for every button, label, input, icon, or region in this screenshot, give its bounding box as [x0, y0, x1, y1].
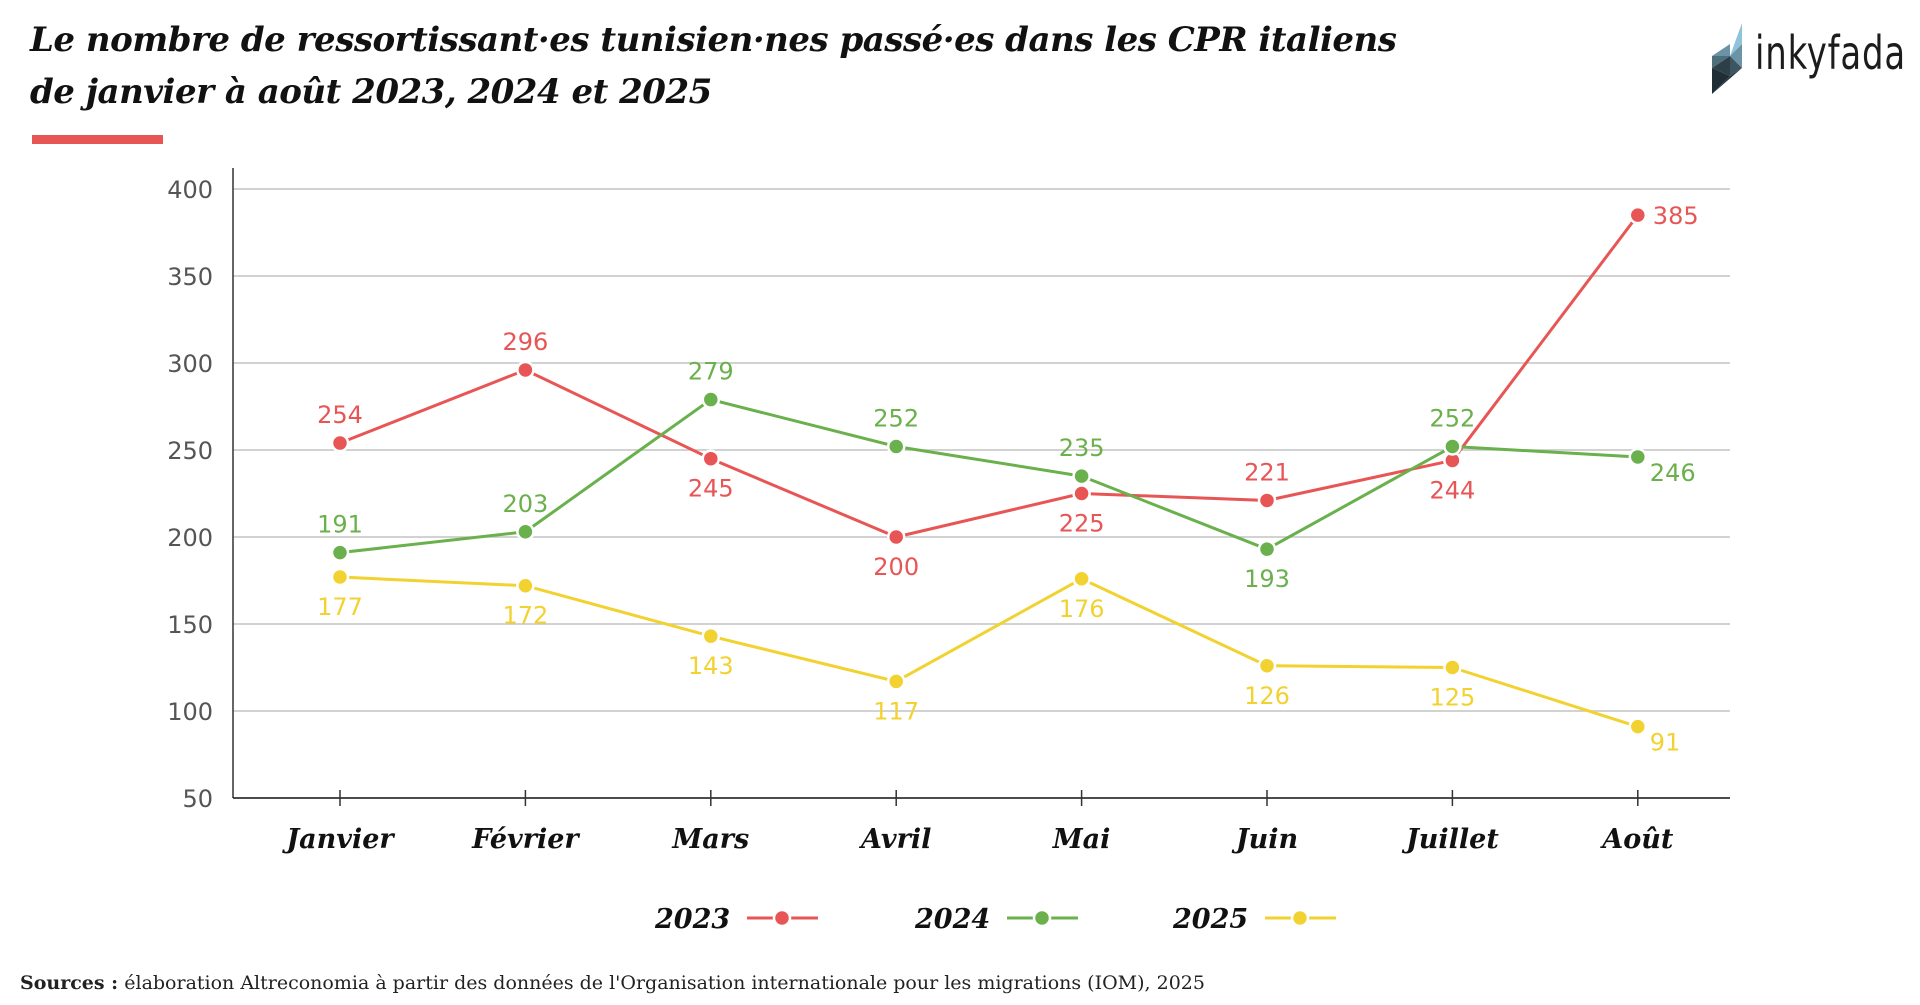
x-tick-label: Février	[471, 824, 580, 855]
data-point-2023	[701, 449, 721, 468]
data-point-2023	[886, 527, 906, 547]
data-label-2023: 200	[873, 553, 919, 581]
data-label-2023: 254	[317, 401, 363, 429]
data-point-2025	[330, 567, 350, 587]
chart-title: Le nombre de ressortissant·es tunisien·n…	[30, 14, 1397, 118]
data-point-2025	[701, 626, 721, 646]
data-point-2024	[1072, 466, 1091, 486]
legend-label-2025: 2025	[1172, 904, 1248, 935]
data-label-2025: 176	[1059, 595, 1105, 623]
y-tick-label: 150	[167, 611, 213, 639]
line-chart: 50 100 150 200 250 300 350 400 Janvier Février Mar…	[167, 168, 1730, 935]
data-point-2025	[1072, 569, 1091, 589]
data-label-2024: 252	[873, 405, 919, 433]
x-tick-label: Juin	[1231, 824, 1298, 855]
data-point-2024	[1628, 447, 1648, 467]
data-point-2023	[1072, 484, 1091, 503]
data-point-2024	[886, 437, 906, 456]
legend-marker-2023	[772, 908, 792, 928]
x-tick-label: Avril	[858, 824, 931, 855]
data-point-2023	[330, 433, 350, 453]
data-point-2024	[516, 522, 535, 542]
data-label-2023: 245	[688, 475, 734, 503]
inkyfada-logo-icon	[1712, 23, 1742, 94]
legend-label-2023: 2023	[654, 904, 730, 935]
series-line-2024	[339, 398, 1638, 555]
x-tick-label: Mars	[671, 824, 749, 855]
legend-label-2024: 2024	[914, 904, 990, 935]
chart-title-line-2: de janvier à août 2023, 2024 et 2025	[30, 72, 712, 112]
y-tick-label: 250	[167, 437, 213, 465]
data-label-2023: 385	[1653, 202, 1699, 230]
series-line-2025	[339, 575, 1639, 729]
data-point-2025	[1443, 658, 1462, 677]
legend-marker-2024	[1032, 908, 1052, 928]
data-label-2024: 191	[317, 511, 363, 539]
data-label-2024: 203	[502, 490, 548, 518]
data-point-2024	[330, 543, 350, 562]
y-tick-label: 200	[167, 524, 213, 552]
data-label-2024: 252	[1429, 405, 1475, 433]
data-label-2025: 143	[688, 652, 734, 680]
data-point-2023	[1257, 491, 1277, 510]
y-tick-label: 50	[182, 785, 213, 813]
data-label-2024: 246	[1650, 459, 1696, 487]
data-label-2024: 279	[688, 358, 734, 386]
data-label-2023: 244	[1429, 476, 1475, 504]
data-label-2025: 91	[1650, 729, 1681, 757]
series-line-2023	[339, 214, 1639, 539]
data-point-2025	[516, 576, 535, 595]
data-label-2023: 221	[1244, 458, 1290, 486]
data-label-2025: 125	[1429, 684, 1475, 712]
data-label-2024: 193	[1244, 565, 1290, 593]
data-label-2023: 296	[502, 328, 548, 356]
title-accent-bar	[32, 135, 163, 144]
y-tick-label: 350	[167, 263, 213, 291]
x-tick-label: Juillet	[1401, 824, 1499, 855]
data-label-2023: 225	[1059, 510, 1105, 538]
data-point-2023	[516, 360, 535, 380]
sources-text: élaboration Altreconomia à partir des do…	[124, 972, 1205, 994]
data-label-2025: 172	[502, 602, 548, 630]
data-point-2025	[1628, 717, 1648, 736]
data-label-2025: 126	[1244, 682, 1290, 710]
sources-label: Sources :	[20, 972, 119, 994]
data-point-2024	[701, 390, 721, 409]
data-point-2023	[1628, 205, 1648, 225]
x-tick-label: Janvier	[281, 824, 395, 855]
y-tick-label: 300	[167, 350, 213, 378]
x-tick-label: Août	[1599, 824, 1674, 855]
data-point-2024	[1257, 539, 1277, 559]
sources-note: Sources : élaboration Altreconomia à par…	[20, 972, 1205, 994]
data-point-2024	[1443, 437, 1462, 456]
y-tick-label: 100	[167, 698, 213, 726]
y-tick-label: 400	[167, 176, 213, 204]
data-point-2025	[1257, 656, 1277, 676]
chart-title-line-1: Le nombre de ressortissant·es tunisien·n…	[30, 20, 1397, 60]
legend-marker-2025	[1290, 908, 1310, 928]
data-label-2024: 235	[1059, 434, 1105, 462]
data-label-2025: 117	[873, 697, 919, 725]
logo-text: inkyfada	[1755, 26, 1906, 80]
data-point-2025	[886, 672, 906, 691]
x-tick-label: Mai	[1052, 824, 1111, 855]
data-label-2025: 177	[317, 593, 363, 621]
